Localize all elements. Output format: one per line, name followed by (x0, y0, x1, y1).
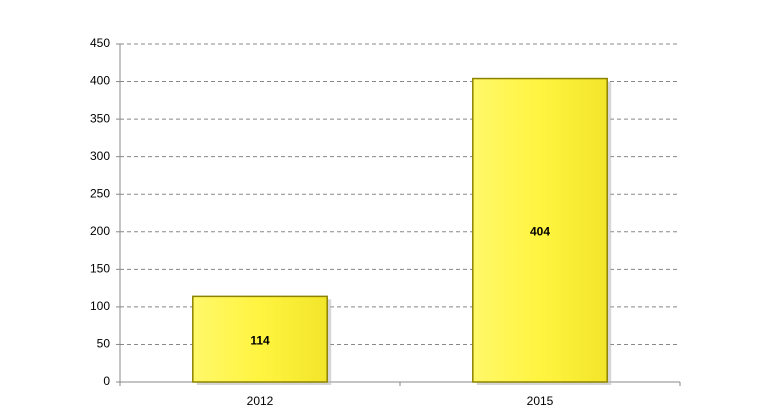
bar (192, 295, 328, 383)
y-tick-label: 450 (90, 36, 110, 50)
value-label: 404 (530, 224, 550, 238)
y-tick-label: 350 (90, 111, 110, 125)
y-tick-label: 300 (90, 149, 110, 163)
y-tick-label: 0 (103, 374, 110, 388)
y-tick-label: 200 (90, 224, 110, 238)
y-tick-label: 250 (90, 186, 110, 200)
x-tick-label: 2012 (247, 394, 274, 408)
y-tick-label: 100 (90, 299, 110, 313)
x-tick-label: 2015 (527, 394, 554, 408)
bar (472, 77, 608, 383)
y-tick-label: 150 (90, 262, 110, 276)
y-tick-label: 50 (97, 337, 111, 351)
value-label: 114 (250, 333, 270, 347)
y-tick-label: 400 (90, 74, 110, 88)
